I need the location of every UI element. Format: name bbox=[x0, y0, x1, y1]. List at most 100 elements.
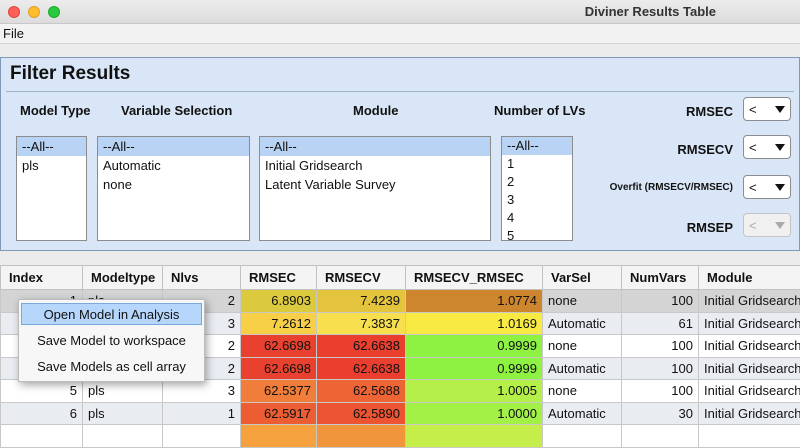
cell-rmsec[interactable]: 62.5917 bbox=[241, 402, 317, 425]
column-header-module[interactable]: Module bbox=[699, 266, 800, 290]
column-header-varsel[interactable]: VarSel bbox=[543, 266, 622, 290]
cell-rmsec[interactable]: 62.6698 bbox=[241, 335, 317, 358]
cell-varsel[interactable]: none bbox=[543, 335, 622, 358]
column-header-rmsecv-rmsec[interactable]: RMSECV_RMSEC bbox=[406, 266, 543, 290]
filter-panel-title: Filter Results bbox=[10, 63, 130, 85]
cell-numvars[interactable]: 100 bbox=[622, 290, 699, 313]
cell-rmsecv[interactable]: 62.5688 bbox=[317, 380, 406, 403]
cell-rmsecv[interactable]: 62.6638 bbox=[317, 357, 406, 380]
list-item[interactable]: --All-- bbox=[17, 137, 86, 156]
cell-nlvs[interactable]: 1 bbox=[163, 402, 241, 425]
cell-module[interactable]: Initial Gridsearch bbox=[699, 402, 800, 425]
cell-varsel[interactable]: Automatic bbox=[543, 312, 622, 335]
cell-module[interactable]: Initial Gridsearch bbox=[699, 357, 800, 380]
cell-ratio[interactable]: 1.0774 bbox=[406, 290, 543, 313]
overfit-operator-value: < bbox=[749, 180, 757, 195]
cell-index[interactable]: 6 bbox=[1, 402, 83, 425]
maximize-window-button[interactable] bbox=[48, 6, 60, 18]
number-of-lvs-list[interactable]: --All-- 1 2 3 4 5 bbox=[501, 136, 573, 241]
minimize-window-button[interactable] bbox=[28, 6, 40, 18]
cell-varsel[interactable]: Automatic bbox=[543, 402, 622, 425]
cell-numvars[interactable] bbox=[622, 425, 699, 448]
rmsep-label: RMSEP bbox=[687, 220, 733, 235]
cell-numvars[interactable]: 30 bbox=[622, 402, 699, 425]
variable-selection-list[interactable]: --All-- Automatic none bbox=[97, 136, 250, 241]
cell-rmsecv[interactable]: 62.5890 bbox=[317, 402, 406, 425]
module-label: Module bbox=[353, 103, 399, 118]
column-header-index[interactable]: Index bbox=[1, 266, 83, 290]
chevron-down-icon bbox=[775, 144, 785, 151]
cell-varsel[interactable]: none bbox=[543, 290, 622, 313]
menu-file[interactable]: File bbox=[3, 26, 24, 41]
cell-module[interactable]: Initial Gridsearch bbox=[699, 290, 800, 313]
column-header-numvars[interactable]: NumVars bbox=[622, 266, 699, 290]
cell-rmsecv[interactable] bbox=[317, 425, 406, 448]
number-of-lvs-label: Number of LVs bbox=[494, 103, 586, 118]
list-item[interactable]: none bbox=[98, 175, 249, 194]
cell-rmsec[interactable] bbox=[241, 425, 317, 448]
save-models-as-cell-array-item[interactable]: Save Models as cell array bbox=[21, 356, 202, 378]
column-header-modeltype[interactable]: Modeltype bbox=[83, 266, 163, 290]
cell-rmsecv[interactable]: 7.4239 bbox=[317, 290, 406, 313]
cell-nlvs[interactable] bbox=[163, 425, 241, 448]
cell-modeltype[interactable] bbox=[83, 425, 163, 448]
cell-varsel[interactable]: none bbox=[543, 380, 622, 403]
cell-nlvs[interactable]: 3 bbox=[163, 380, 241, 403]
list-item[interactable]: 2 bbox=[502, 173, 572, 191]
cell-varsel[interactable]: Automatic bbox=[543, 357, 622, 380]
cell-index[interactable] bbox=[1, 425, 83, 448]
cell-ratio[interactable]: 1.0000 bbox=[406, 402, 543, 425]
cell-numvars[interactable]: 100 bbox=[622, 335, 699, 358]
module-list[interactable]: --All-- Initial Gridsearch Latent Variab… bbox=[259, 136, 491, 241]
column-header-rmsecv[interactable]: RMSECV bbox=[317, 266, 406, 290]
cell-varsel[interactable] bbox=[543, 425, 622, 448]
open-model-in-analysis-item[interactable]: Open Model in Analysis bbox=[21, 303, 202, 325]
cell-ratio[interactable]: 0.9999 bbox=[406, 357, 543, 380]
cell-module[interactable] bbox=[699, 425, 800, 448]
overfit-operator-select[interactable]: < bbox=[743, 175, 791, 199]
cell-module[interactable]: Initial Gridsearch bbox=[699, 380, 800, 403]
save-model-to-workspace-item[interactable]: Save Model to workspace bbox=[21, 330, 202, 352]
list-item[interactable]: --All-- bbox=[98, 137, 249, 156]
cell-rmsec[interactable]: 62.5377 bbox=[241, 380, 317, 403]
cell-ratio[interactable]: 1.0169 bbox=[406, 312, 543, 335]
list-item[interactable]: 4 bbox=[502, 209, 572, 227]
cell-rmsec[interactable]: 62.6698 bbox=[241, 357, 317, 380]
close-window-button[interactable] bbox=[8, 6, 20, 18]
column-header-rmsec[interactable]: RMSEC bbox=[241, 266, 317, 290]
cell-ratio[interactable]: 0.9999 bbox=[406, 335, 543, 358]
cell-index[interactable]: 5 bbox=[1, 380, 83, 403]
cell-rmsec[interactable]: 7.2612 bbox=[241, 312, 317, 335]
list-item[interactable]: 5 bbox=[502, 227, 572, 241]
rmsecv-operator-select[interactable]: < bbox=[743, 135, 791, 159]
cell-rmsecv[interactable]: 62.6638 bbox=[317, 335, 406, 358]
cell-modeltype[interactable]: pls bbox=[83, 402, 163, 425]
list-item[interactable]: 3 bbox=[502, 191, 572, 209]
cell-module[interactable]: Initial Gridsearch bbox=[699, 335, 800, 358]
column-header-nlvs[interactable]: Nlvs bbox=[163, 266, 241, 290]
list-item[interactable]: Initial Gridsearch bbox=[260, 156, 490, 175]
cell-module[interactable]: Initial Gridsearch bbox=[699, 312, 800, 335]
cell-rmsec[interactable]: 6.8903 bbox=[241, 290, 317, 313]
list-item[interactable]: Latent Variable Survey bbox=[260, 175, 490, 194]
cell-numvars[interactable]: 61 bbox=[622, 312, 699, 335]
list-item[interactable]: --All-- bbox=[260, 137, 490, 156]
model-type-label: Model Type bbox=[20, 103, 91, 118]
cell-numvars[interactable]: 100 bbox=[622, 357, 699, 380]
cell-ratio[interactable] bbox=[406, 425, 543, 448]
list-item[interactable]: Automatic bbox=[98, 156, 249, 175]
table-row[interactable] bbox=[1, 425, 800, 448]
chevron-down-icon bbox=[775, 106, 785, 113]
list-item[interactable]: pls bbox=[17, 156, 86, 175]
cell-ratio[interactable]: 1.0005 bbox=[406, 380, 543, 403]
model-type-list[interactable]: --All-- pls bbox=[16, 136, 87, 241]
cell-rmsecv[interactable]: 7.3837 bbox=[317, 312, 406, 335]
cell-numvars[interactable]: 100 bbox=[622, 380, 699, 403]
list-item[interactable]: 1 bbox=[502, 155, 572, 173]
cell-modeltype[interactable]: pls bbox=[83, 380, 163, 403]
list-item[interactable]: --All-- bbox=[502, 137, 572, 155]
menu-bar: File bbox=[0, 24, 800, 44]
rmsec-operator-select[interactable]: < bbox=[743, 97, 791, 121]
